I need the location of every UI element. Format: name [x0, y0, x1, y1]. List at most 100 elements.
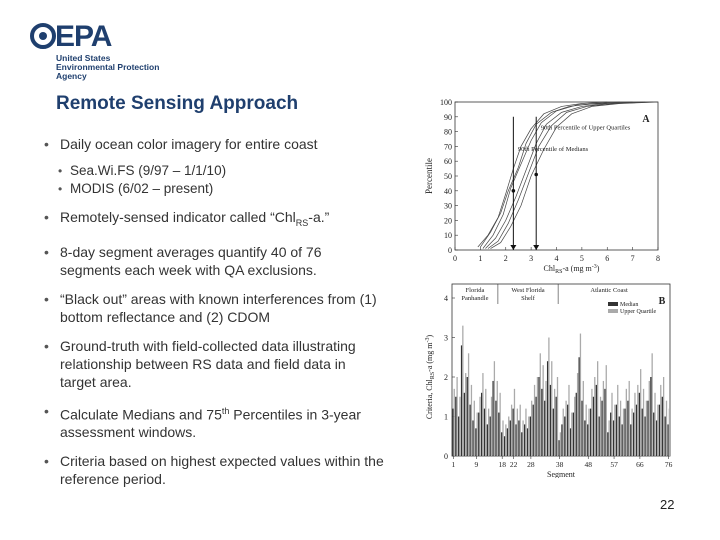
median-bar: [601, 400, 603, 456]
logo-text: EPA: [55, 20, 112, 53]
upper-quartile-bar: [640, 369, 642, 456]
median-bar: [544, 400, 546, 456]
upper-quartile-bar: [579, 333, 582, 456]
median-bar: [610, 412, 612, 456]
median-bar: [584, 420, 586, 456]
x-tick-label: 48: [585, 460, 593, 469]
median-bar: [489, 416, 491, 456]
legend-swatch-median: [608, 302, 618, 306]
upper-quartile-bar: [594, 377, 596, 456]
median-bar: [624, 408, 626, 456]
median-bar: [492, 380, 494, 456]
x-tick-label: 8: [656, 254, 660, 263]
upper-quartile-bar: [574, 396, 576, 456]
upper-quartile-bar: [488, 408, 490, 456]
median-bar: [552, 408, 554, 456]
upper-quartile-bar: [662, 377, 665, 456]
median-bar: [661, 396, 663, 456]
x-tick-label: 76: [665, 460, 673, 469]
median-bar: [578, 357, 580, 456]
y-tick-label: 40: [444, 187, 452, 196]
epa-logo: EPA United States Environmental Protectio…: [30, 20, 180, 81]
median-bar: [569, 428, 572, 456]
series-line: [477, 101, 608, 248]
x-tick-label: 4: [555, 254, 559, 263]
x-tick-label: 3: [529, 254, 533, 263]
upper-quartile-bar: [660, 384, 662, 456]
y-tick-label: 50: [444, 172, 452, 181]
upper-quartile-bar: [528, 416, 530, 456]
median-bar: [633, 412, 635, 456]
median-bar: [638, 392, 641, 456]
median-bar: [621, 424, 623, 456]
median-bar: [575, 392, 577, 456]
legend-label: Upper Quartile: [620, 309, 656, 315]
upper-quartile-bar: [470, 384, 473, 456]
upper-quartile-bar: [591, 388, 593, 456]
upper-quartile-bar: [611, 392, 613, 456]
upper-quartile-bar: [665, 400, 668, 456]
median-bar: [538, 377, 540, 456]
median-bar: [472, 420, 474, 456]
median-bar: [567, 404, 569, 456]
median-bar: [644, 416, 646, 456]
upper-quartile-bar: [502, 420, 504, 456]
region-label: Florida: [466, 287, 485, 294]
median-bar: [612, 420, 615, 456]
page-number: 22: [660, 497, 675, 512]
x-tick-label: 38: [556, 460, 564, 469]
upper-quartile-bar: [496, 380, 498, 456]
median-bar: [458, 416, 460, 456]
x-tick-label: 9: [475, 460, 479, 469]
upper-quartile-bar: [562, 408, 564, 456]
region-label: Panhandle: [461, 295, 488, 302]
upper-quartile-bar: [622, 408, 625, 456]
sub-bullet-item: MODIS (6/02 – present): [44, 180, 384, 198]
upper-quartile-bar: [542, 365, 544, 456]
bullet-item: Ground-truth with field-collected data i…: [44, 337, 384, 391]
x-tick-label: 6: [605, 254, 609, 263]
upper-quartile-bar: [651, 353, 653, 456]
legend-swatch-upper: [608, 309, 618, 313]
upper-quartile-bar: [645, 400, 648, 456]
median-bar: [561, 424, 563, 456]
median-bar: [475, 428, 477, 456]
upper-quartile-bar: [533, 384, 536, 456]
median-bar: [607, 432, 609, 456]
series-line: [487, 101, 653, 249]
y-tick-label: 100: [440, 98, 452, 107]
median-bar: [549, 384, 552, 456]
median-bar: [572, 412, 575, 456]
upper-quartile-bar: [473, 400, 475, 456]
arrow-head: [510, 245, 517, 250]
median-bar: [483, 408, 486, 456]
series-line: [490, 101, 659, 249]
x-tick-label: 1: [478, 254, 482, 263]
slide-title: Remote Sensing Approach: [56, 93, 299, 114]
upper-quartile-bar: [559, 432, 562, 456]
upper-quartile-bar: [571, 412, 573, 456]
y-tick-label: 4: [444, 294, 448, 303]
median-bar: [658, 404, 661, 456]
median-bar: [515, 424, 517, 456]
upper-quartile-bar: [493, 361, 496, 456]
median-bar: [635, 404, 638, 456]
y-tick-label: 2: [444, 373, 448, 382]
sub-bullet-item: Sea.Wi.FS (9/97 – 1/1/10): [44, 162, 384, 180]
median-bar: [653, 412, 655, 456]
x-axis-label: ChlRS-a (mg m-3): [544, 264, 600, 275]
arrow-head: [533, 245, 540, 250]
upper-quartile-bar: [479, 396, 481, 456]
upper-quartile-bar: [614, 404, 616, 456]
upper-quartile-bar: [531, 400, 533, 456]
region-label: West Florida: [511, 287, 544, 294]
upper-quartile-bar: [634, 392, 636, 456]
x-tick-label: 22: [510, 460, 518, 469]
upper-quartile-bar: [490, 396, 493, 456]
x-tick-label: 5: [580, 254, 584, 263]
x-tick-label: 28: [527, 460, 535, 469]
median-bar: [564, 416, 566, 456]
median-bar: [555, 396, 557, 456]
y-tick-label: 1: [444, 413, 448, 422]
